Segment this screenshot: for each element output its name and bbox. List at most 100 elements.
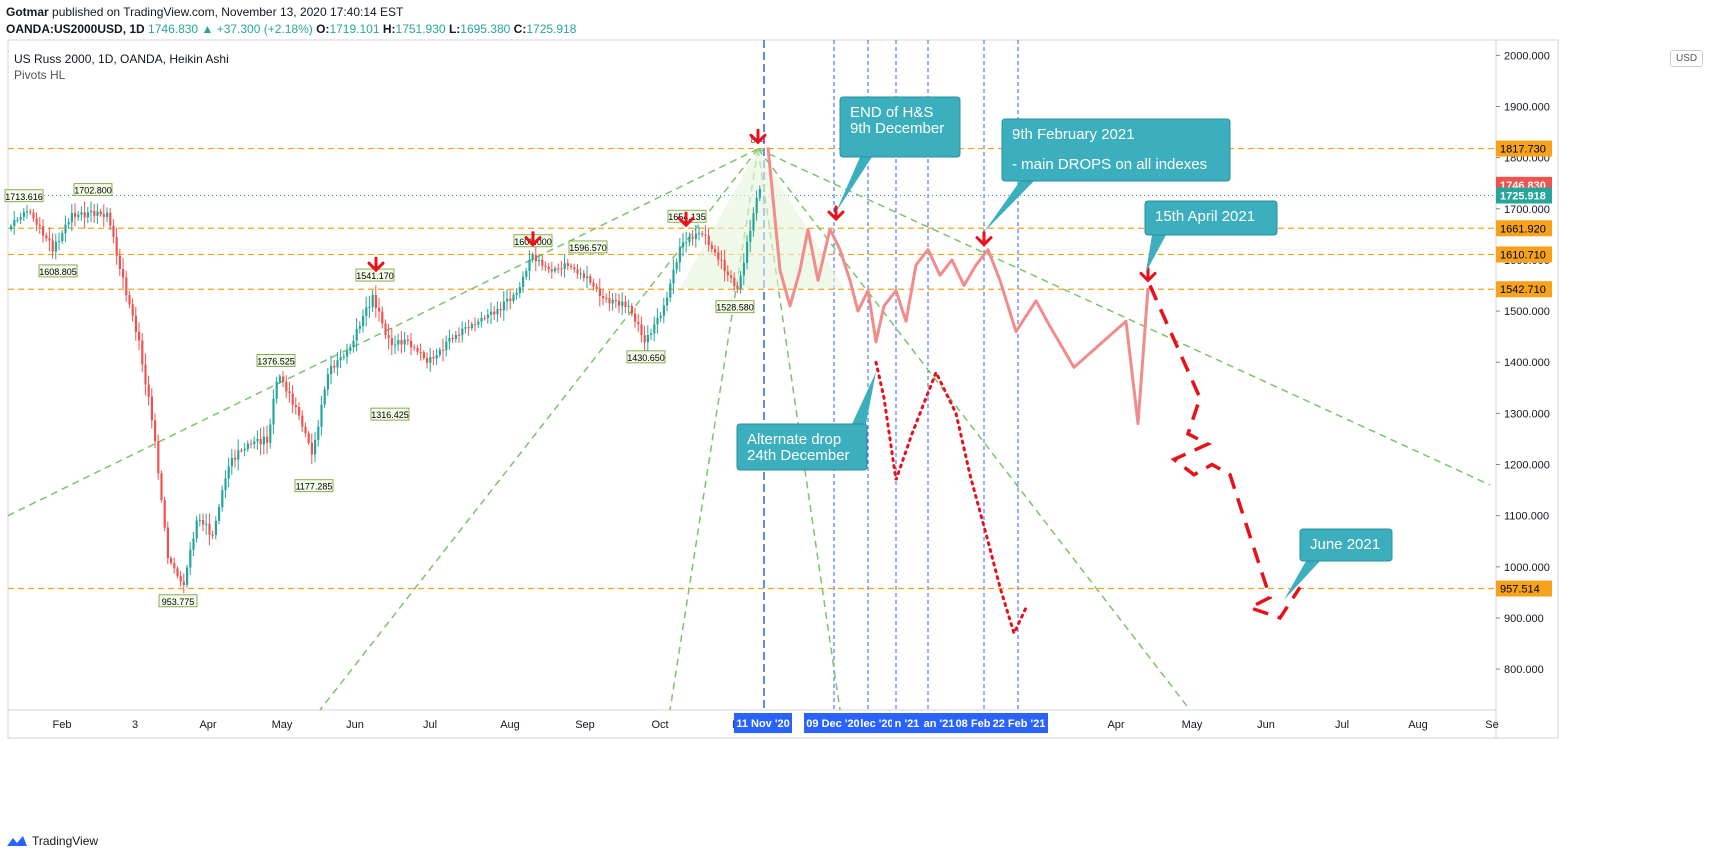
candle-body	[707, 235, 710, 246]
published-text: published on TradingView.com, November 1…	[52, 5, 404, 19]
candle-body	[259, 438, 262, 445]
date-highlight-label: lec '20	[860, 718, 893, 730]
candle-body	[323, 389, 326, 405]
candle-body	[198, 519, 201, 521]
candle-body	[438, 349, 441, 355]
open-label: O:	[316, 22, 330, 36]
pivot-box	[715, 300, 755, 314]
pivot-box	[568, 240, 608, 254]
candle-body	[154, 420, 157, 442]
candle-body	[499, 309, 502, 311]
callout[interactable]: 9th February 2021 - main DROPS on all ind…	[984, 118, 1231, 232]
candle-body	[141, 340, 144, 365]
chart-legend: US Russ 2000, 1D, OANDA, Heikin Ashi Piv…	[14, 51, 229, 83]
pivot-label: 1177.285	[296, 482, 333, 492]
x-tick-label: Aug	[1408, 719, 1428, 731]
callout-box	[1144, 200, 1278, 236]
candle-body	[29, 211, 32, 213]
date-highlight-tag	[956, 713, 990, 733]
date-highlight-tag	[734, 713, 792, 733]
candle-body	[518, 287, 521, 293]
pivot-label: 1430.650	[627, 353, 665, 363]
candle-body	[544, 265, 547, 267]
candle-body	[115, 237, 118, 256]
x-tick-label: May	[272, 719, 293, 731]
x-tick-label: Jun	[1257, 719, 1275, 731]
callout-box	[1299, 528, 1393, 562]
candle-body	[659, 315, 662, 318]
candle-body	[269, 424, 272, 443]
open-value: 1719.101	[329, 22, 380, 36]
candle-body	[752, 213, 755, 231]
date-highlight-tag	[990, 713, 1048, 733]
candle-body	[42, 226, 45, 236]
candle-body	[160, 473, 163, 501]
pivot-label: 1528.580	[716, 303, 754, 313]
candle-body	[525, 270, 528, 277]
candle-body	[669, 283, 672, 298]
candle-body	[317, 426, 320, 440]
candle-body	[330, 365, 333, 375]
candle-body	[634, 313, 637, 322]
candle-body	[102, 214, 105, 218]
candle-body	[429, 356, 432, 363]
candle-body	[179, 576, 182, 582]
pivot-label: 1702.800	[74, 186, 112, 196]
pivot-label: 1541.170	[356, 271, 394, 281]
candle-body	[80, 212, 83, 215]
legend-title: US Russ 2000, 1D, OANDA, Heikin Ashi	[14, 52, 229, 66]
level-tag	[1496, 220, 1552, 237]
author-name[interactable]: Gotmar	[6, 5, 49, 19]
pivot-box	[4, 189, 44, 203]
callout-text: 15th April 2021	[1155, 208, 1255, 225]
candle-body	[230, 457, 233, 467]
candle-body	[560, 268, 563, 270]
candle-body	[474, 324, 477, 326]
down-arrow-icon	[367, 256, 385, 273]
y-tick-label: 1000.000	[1504, 562, 1550, 574]
candle-body	[467, 327, 470, 329]
legend-indicator[interactable]: Pivots HL	[14, 68, 66, 82]
candle-body	[144, 364, 147, 385]
candle-body	[640, 324, 643, 336]
candle-body	[125, 277, 128, 296]
date-highlight-label: 11 Nov '20	[736, 718, 789, 730]
currency-button[interactable]: USD	[1670, 50, 1704, 67]
candle-body	[61, 233, 64, 242]
candle-body	[675, 262, 678, 270]
x-tick-label: Sep	[575, 719, 595, 731]
callout[interactable]: June 2021	[1284, 528, 1393, 600]
candle-body	[173, 563, 176, 569]
candle-body	[150, 396, 153, 421]
footer-brand[interactable]: TradingView	[6, 834, 98, 848]
date-highlight-label: an '21	[924, 718, 955, 730]
candle-body	[118, 255, 121, 270]
candle-body	[758, 188, 761, 198]
callout-tail	[1284, 561, 1320, 600]
candle-body	[381, 311, 384, 324]
candle-body	[608, 298, 611, 304]
level-tag	[1496, 140, 1552, 157]
candle-body	[227, 466, 230, 479]
candle-body	[67, 222, 70, 225]
callout[interactable]: 15th April 2021	[1144, 200, 1278, 272]
y-tick-label: 1400.000	[1504, 357, 1550, 369]
candle-body	[218, 507, 221, 521]
candle-body	[243, 448, 246, 451]
date-highlight-tag	[804, 713, 862, 733]
candle-body	[515, 292, 518, 295]
x-tick-label: Oct	[651, 719, 668, 731]
x-tick-label: Se	[1485, 719, 1498, 731]
candle-body	[486, 314, 489, 319]
candle-body	[598, 288, 601, 297]
candle-body	[362, 315, 365, 327]
fan-guide-line	[757, 148, 1491, 486]
candle-body	[592, 282, 595, 287]
date-highlight-tag	[922, 713, 956, 733]
candle-body	[688, 236, 691, 242]
candle-body	[410, 340, 413, 348]
candle-body	[253, 441, 256, 445]
